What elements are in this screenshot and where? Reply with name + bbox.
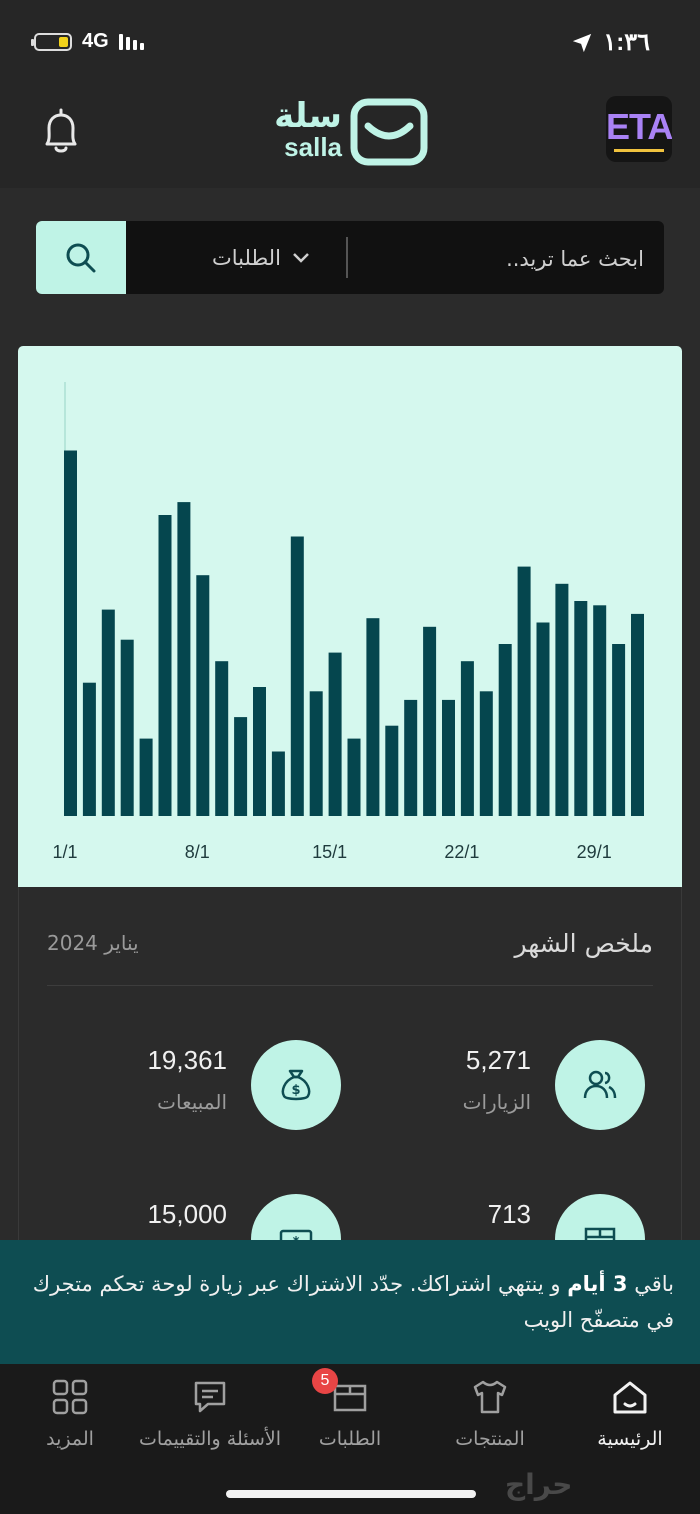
chart-bar-8/1[interactable] bbox=[196, 575, 210, 816]
chart-bar-6/1[interactable] bbox=[158, 515, 172, 816]
orders-badge: 5 bbox=[312, 1368, 338, 1394]
chart-bar-13/1[interactable] bbox=[290, 536, 304, 817]
month-summary: ملخص الشهر يناير 2024 5,271 الزيارات $ 1… bbox=[18, 887, 682, 1284]
search-bar: الطلبات bbox=[36, 221, 664, 294]
chevron-down-icon bbox=[293, 252, 309, 263]
chart-bar-25/1[interactable] bbox=[517, 566, 531, 816]
chart-bar-9/1[interactable] bbox=[215, 661, 229, 816]
people-icon bbox=[583, 1070, 617, 1099]
chart-bar-11/1[interactable] bbox=[253, 687, 266, 816]
coupons-value: 15,000 bbox=[147, 1199, 227, 1229]
tab-orders-label: الطلبات bbox=[318, 1428, 382, 1450]
battery-icon bbox=[31, 32, 72, 51]
chart-bar-15/1[interactable] bbox=[328, 652, 342, 816]
chart-bar-31/1[interactable] bbox=[631, 613, 644, 816]
tab-questions-reviews-label: الأسئلة والتقييمات bbox=[139, 1428, 281, 1450]
home-icon bbox=[613, 1381, 647, 1414]
chart-bar-30/1[interactable] bbox=[612, 644, 626, 816]
chart-bar-17/1[interactable] bbox=[366, 618, 380, 816]
chart-bar-28/1[interactable] bbox=[574, 601, 588, 816]
network-type: 4G bbox=[82, 30, 109, 52]
search-input[interactable] bbox=[372, 221, 646, 294]
chart-bar-16/1[interactable] bbox=[347, 738, 361, 816]
banner-text: باقي 3 أيام و ينتهي اشتراكك. جدّد الاشتر… bbox=[32, 1272, 674, 1332]
chart-bar-19/1[interactable] bbox=[404, 699, 418, 816]
chart-bar-1/1[interactable] bbox=[64, 450, 77, 817]
home-indicator[interactable] bbox=[226, 1490, 476, 1498]
location-arrow-icon bbox=[573, 33, 592, 52]
summary-title: ملخص الشهر bbox=[514, 929, 653, 958]
chart-bar-12/1[interactable] bbox=[271, 751, 285, 817]
sales-stat-circle: $ bbox=[251, 1040, 341, 1130]
chat-icon bbox=[194, 1381, 226, 1413]
orders-box-icon bbox=[333, 1384, 367, 1412]
chart-x-tick-label: 22/1 bbox=[444, 842, 479, 862]
status-time: ١:٣٦ bbox=[603, 29, 650, 56]
chart-bar-2/1[interactable] bbox=[82, 682, 96, 816]
status-bar: 4G ١:٣٦ bbox=[0, 0, 700, 86]
search-filter-dropdown[interactable]: الطلبات bbox=[212, 221, 311, 294]
chart-bar-10/1[interactable] bbox=[234, 717, 248, 816]
app-header: سلة salla ETA bbox=[0, 86, 700, 188]
bottom-tab-bar: الرئيسية المنتجات الطلبات 5 الأسئلة والت… bbox=[0, 1364, 700, 1514]
chart-bar-24/1[interactable] bbox=[498, 644, 512, 816]
tab-products[interactable]: المنتجات bbox=[440, 1364, 540, 1464]
notifications-bell-icon[interactable] bbox=[38, 106, 84, 162]
chart-bar-14/1[interactable] bbox=[309, 691, 323, 816]
chart-x-tick-label: 1/1 bbox=[52, 842, 77, 862]
signal-icon bbox=[118, 33, 144, 50]
svg-text:$: $ bbox=[291, 1083, 300, 1098]
sales-label: المبيعات bbox=[157, 1090, 227, 1114]
chart-bar-7/1[interactable] bbox=[177, 502, 191, 816]
orders-value: 713 bbox=[487, 1199, 531, 1229]
search-filter-label: الطلبات bbox=[212, 245, 281, 270]
search-button[interactable] bbox=[36, 221, 126, 294]
visits-stat-circle bbox=[555, 1040, 645, 1130]
chart-x-tick-label: 15/1 bbox=[312, 842, 347, 862]
chart-bar-21/1[interactable] bbox=[442, 699, 455, 816]
salla-logo: سلة salla bbox=[268, 94, 432, 168]
monthly-chart-card: 1/1 8/1 15/1 22/1 29/1 bbox=[18, 346, 682, 887]
chart-x-tick-label: 8/1 bbox=[185, 842, 210, 862]
grid-icon bbox=[52, 1379, 88, 1415]
chart-bar-29/1[interactable] bbox=[593, 605, 607, 816]
tab-more-label: المزيد bbox=[46, 1428, 94, 1450]
money-bag-icon: $ bbox=[281, 1069, 311, 1101]
summary-divider bbox=[47, 985, 653, 986]
subscription-banner[interactable]: باقي 3 أيام و ينتهي اشتراكك. جدّد الاشتر… bbox=[0, 1240, 700, 1364]
haraj-watermark: حراج bbox=[505, 1468, 573, 1501]
search-icon bbox=[66, 243, 96, 272]
visits-label: الزيارات bbox=[462, 1090, 531, 1114]
tab-home-label: الرئيسية bbox=[597, 1428, 663, 1450]
search-divider bbox=[346, 237, 348, 278]
chart-bar-5/1[interactable] bbox=[139, 738, 153, 816]
sales-value: 19,361 bbox=[147, 1045, 227, 1075]
store-avatar[interactable]: ETA bbox=[606, 96, 672, 162]
chart-bar-4/1[interactable] bbox=[120, 639, 134, 816]
tab-more[interactable]: المزيد bbox=[24, 1364, 116, 1464]
tab-home[interactable]: الرئيسية bbox=[578, 1364, 682, 1464]
chart-bar-27/1[interactable] bbox=[555, 583, 569, 816]
chart-bar-23/1[interactable] bbox=[479, 691, 493, 816]
chart-bar-22/1[interactable] bbox=[460, 661, 474, 816]
tab-orders[interactable]: الطلبات 5 bbox=[300, 1364, 400, 1464]
tab-products-label: المنتجات bbox=[455, 1428, 525, 1450]
shirt-icon bbox=[473, 1380, 507, 1414]
visits-value: 5,271 bbox=[465, 1045, 531, 1075]
tab-questions-reviews[interactable]: الأسئلة والتقييمات bbox=[120, 1364, 300, 1464]
chart-bar-20/1[interactable] bbox=[423, 626, 437, 816]
salla-bag-icon bbox=[350, 98, 428, 166]
monthly-bar-chart: 1/1 8/1 15/1 22/1 29/1 bbox=[52, 382, 644, 862]
chart-bar-3/1[interactable] bbox=[101, 609, 115, 816]
summary-date: يناير 2024 bbox=[47, 931, 139, 955]
chart-x-tick-label: 29/1 bbox=[577, 842, 612, 862]
chart-bar-26/1[interactable] bbox=[536, 622, 550, 817]
chart-bar-18/1[interactable] bbox=[385, 725, 399, 816]
